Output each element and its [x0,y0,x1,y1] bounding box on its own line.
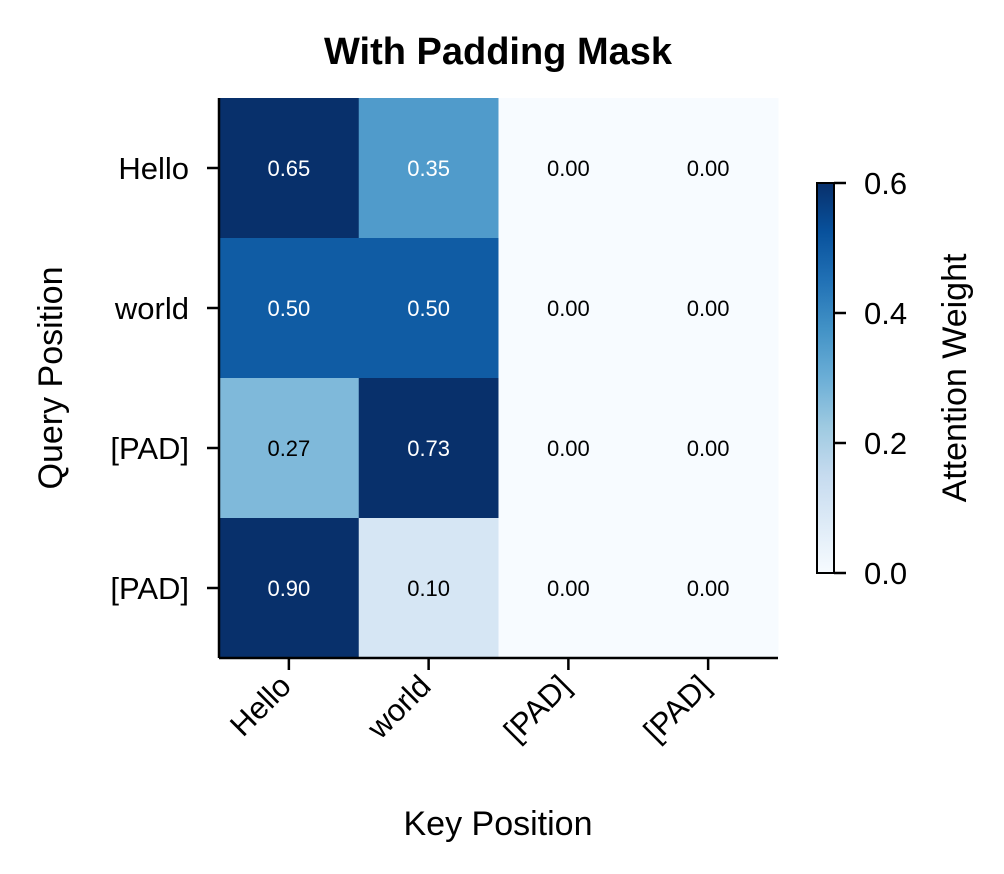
heatmap-cell-r1-c3 [638,238,779,379]
axes-spines [217,98,778,660]
colorbar-gradient [816,182,835,574]
heatmap-cell-r3-c3 [638,518,779,659]
cell-value-label-r0-c3: 0.00 [687,156,730,181]
heatmap-cell-r2-c3 [638,378,779,519]
heatmap-cell-r3-c0 [219,518,360,659]
cell-value-label-r2-c1: 0.73 [407,436,450,461]
heatmap-cell-r1-c2 [498,238,639,379]
cell-value-label-r3-c3: 0.00 [687,576,730,601]
cell-value-label-r2-c2: 0.00 [547,436,590,461]
x-tick-label-1: world [360,668,438,746]
colorbar-tick-label-3: 0.6 [864,166,907,201]
y-axis-label: Query Position [32,267,70,490]
x-tick-label-0: Hello [223,668,298,743]
heatmap-cell-r0-c0 [219,98,360,239]
heatmap-cell-r0-c1 [358,98,499,239]
y-tick-label-0: Hello [118,151,189,186]
x-axis-label: Key Position [404,805,593,843]
y-tick-label-1: world [114,291,189,326]
cell-value-label-r1-c1: 0.50 [407,296,450,321]
colorbar-label: Attention Weight [936,253,974,502]
cell-value-label-r0-c1: 0.35 [407,156,450,181]
x-tick-label-3: [PAD] [637,668,717,748]
heatmap-cell-r3-c2 [498,518,639,659]
colorbar: 0.0 0.2 0.4 0.6 Attention Weight [816,166,974,591]
x-axis-ticks: Hello world [PAD] [PAD] [223,658,717,749]
cell-value-label-r0-c2: 0.00 [547,156,590,181]
heatmap-cell-r0-c2 [498,98,639,239]
cell-value-label-r3-c0: 0.90 [267,576,310,601]
colorbar-tick-label-0: 0.0 [864,556,907,591]
cell-value-label-r3-c2: 0.00 [547,576,590,601]
cell-value-label-r3-c1: 0.10 [407,576,450,601]
cell-value-label-r1-c3: 0.00 [687,296,730,321]
heatmap-cell-r1-c0 [219,238,360,379]
colorbar-ticks: 0.0 0.2 0.4 0.6 [834,166,907,591]
cell-value-label-r0-c0: 0.65 [267,156,310,181]
x-tick-label-2: [PAD] [497,668,577,748]
heatmap-cells [219,98,779,659]
heatmap-cell-r2-c2 [498,378,639,519]
y-tick-label-3: [PAD] [110,571,189,606]
cell-value-label-r1-c0: 0.50 [267,296,310,321]
colorbar-tick-label-2: 0.4 [864,296,907,331]
heatmap-cell-r1-c1 [358,238,499,379]
colorbar-tick-label-1: 0.2 [864,426,907,461]
cell-value-label-r2-c3: 0.00 [687,436,730,461]
heatmap-cell-r3-c1 [358,518,499,659]
cell-value-label-r2-c0: 0.27 [267,436,310,461]
y-tick-label-2: [PAD] [110,431,189,466]
chart-title: With Padding Mask [324,31,673,73]
heatmap-cell-r2-c1 [358,378,499,519]
cell-value-label-r1-c2: 0.00 [547,296,590,321]
y-axis-ticks: Hello world [PAD] [PAD] [110,151,219,606]
heatmap-cell-r2-c0 [219,378,360,519]
heatmap-cell-labels: 0.65 0.35 0.00 0.00 0.50 0.50 0.00 0.00 0.27 0.73… [267,156,729,601]
heatmap-cell-r0-c3 [638,98,779,239]
